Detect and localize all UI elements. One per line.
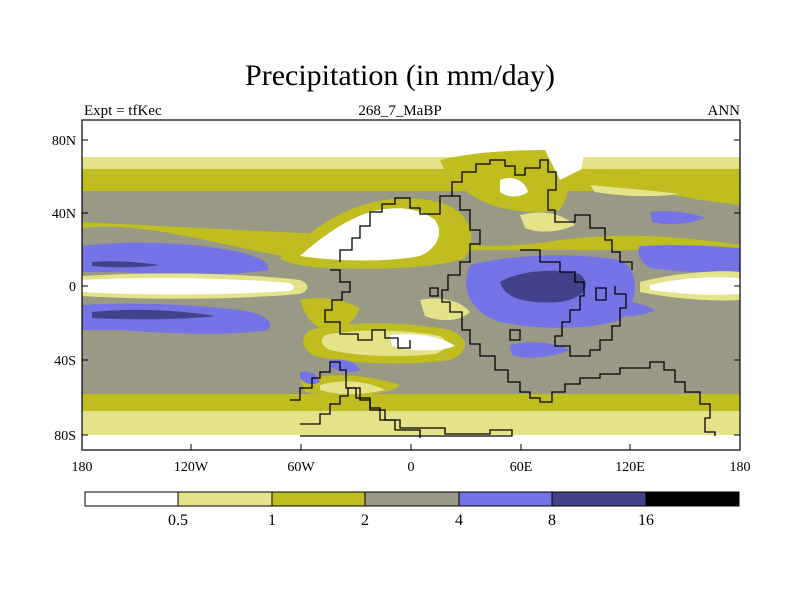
lon-tick-180e: 180 [730, 460, 751, 475]
longitude-tick-marks [81, 444, 741, 450]
colorbar-box-0 [84, 491, 179, 507]
colorbar-box-1 [177, 491, 273, 507]
colorbar-label-2: 2 [361, 512, 369, 529]
time-label: 268_7_MaBP [358, 103, 442, 119]
colorbar-label-4: 4 [455, 512, 463, 529]
map-title: Precipitation (in mm/day) [245, 59, 555, 92]
colorbar-label-8: 8 [548, 512, 556, 529]
lat-tick-40s: 40S [54, 354, 76, 369]
colorbar-box-4 [458, 491, 553, 507]
lon-tick-0: 0 [408, 460, 415, 475]
precipitation-field [82, 120, 740, 450]
colorbar-box-3 [364, 491, 460, 507]
colorbar-label-16: 16 [638, 512, 654, 529]
lat-tick-80s: 80S [54, 429, 76, 444]
season-label: ANN [707, 103, 741, 119]
lon-tick-120e: 120E [615, 460, 645, 475]
coastlines [290, 159, 716, 438]
colorbar: 0.5 1 2 4 8 16 [84, 491, 740, 529]
lat-tick-40n: 40N [52, 207, 76, 222]
lat-tick-80n: 80N [52, 134, 76, 149]
colorbar-label-1: 1 [268, 512, 276, 529]
lon-tick-120w: 120W [174, 460, 209, 475]
lat-tick-0: 0 [69, 280, 76, 295]
lon-tick-60w: 60W [287, 460, 315, 475]
colorbar-box-5 [551, 491, 647, 507]
colorbar-label-0p5: 0.5 [168, 512, 188, 529]
experiment-label: Expt = tfKec [84, 103, 162, 119]
lon-tick-60e: 60E [510, 460, 533, 475]
lon-tick-180w: 180 [72, 460, 93, 475]
colorbar-box-2 [271, 491, 366, 507]
latitude-tick-marks [82, 139, 740, 436]
colorbar-box-6 [645, 491, 740, 507]
